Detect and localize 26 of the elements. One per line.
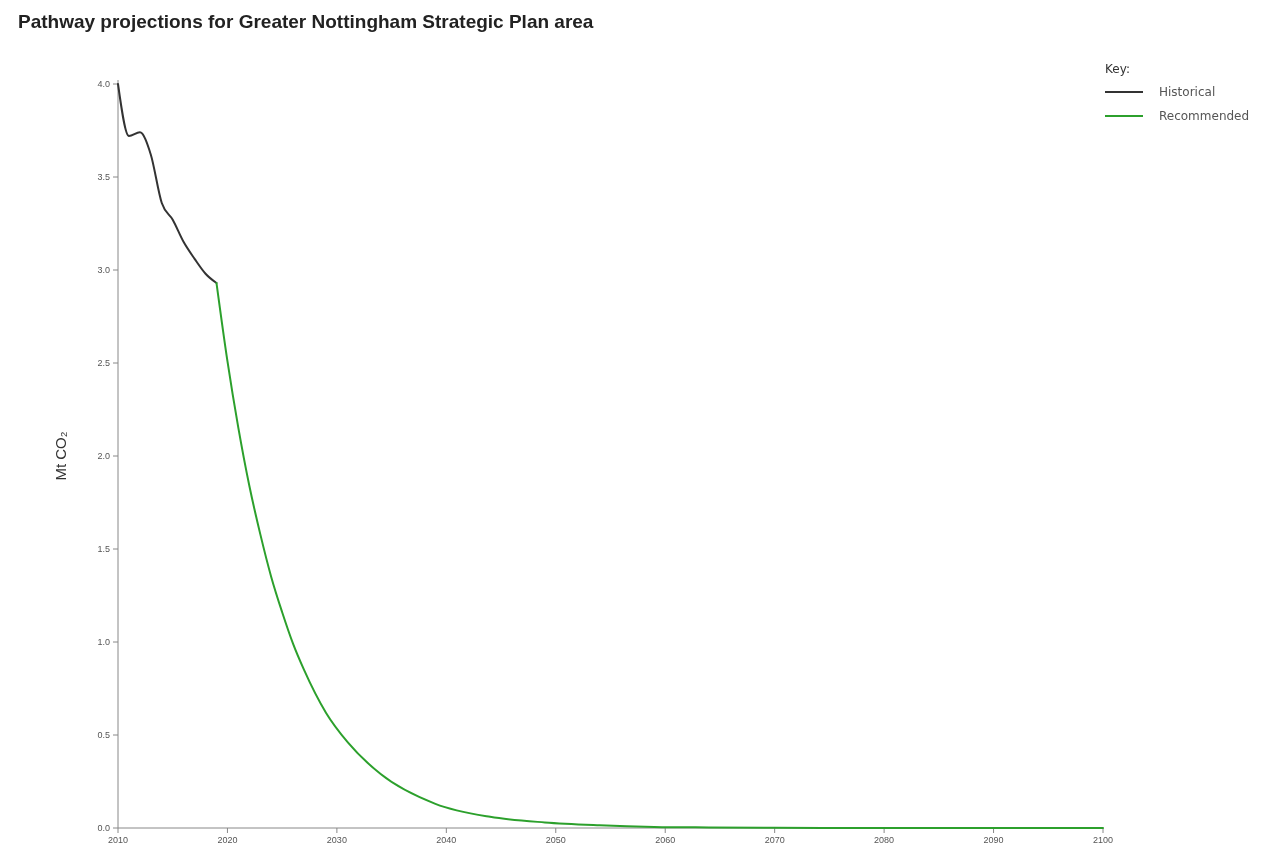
line-series <box>117 83 218 285</box>
y-tick-label: 2.0 <box>97 450 110 461</box>
x-tick-label: 2050 <box>545 835 566 845</box>
y-tick-label: 3.0 <box>97 264 110 275</box>
y-tick-label: 0.0 <box>97 822 110 833</box>
x-tick-label: 2040 <box>436 835 457 845</box>
x-tick-label: 2030 <box>326 835 347 845</box>
x-tick-label: 2080 <box>874 835 895 845</box>
legend-label: Recommended <box>1159 109 1250 124</box>
chart-title: Pathway projections for Greater Nottingham Strategic Plan area <box>18 11 594 32</box>
x-tick-label: 2020 <box>217 835 238 845</box>
x-tick-label: 2010 <box>107 835 129 845</box>
legend-label: Historical <box>1159 85 1216 100</box>
y-tick-label: 1.5 <box>97 543 110 554</box>
x-tick-label: 2090 <box>983 835 1004 845</box>
y-tick-label: 2.5 <box>97 357 110 368</box>
line-series <box>215 282 1104 829</box>
y-tick-label: 4.0 <box>97 78 110 89</box>
y-tick-label: 0.5 <box>97 729 110 740</box>
legend-title: Key: <box>1105 62 1130 76</box>
x-tick-label: 2100 <box>1092 835 1114 845</box>
x-tick-label: 2070 <box>764 835 785 845</box>
x-tick-label: 2060 <box>655 835 676 845</box>
y-tick-label: 3.5 <box>97 171 110 182</box>
y-tick-label: 1.0 <box>97 636 110 647</box>
y-axis-title: Mt CO₂ <box>52 431 69 481</box>
